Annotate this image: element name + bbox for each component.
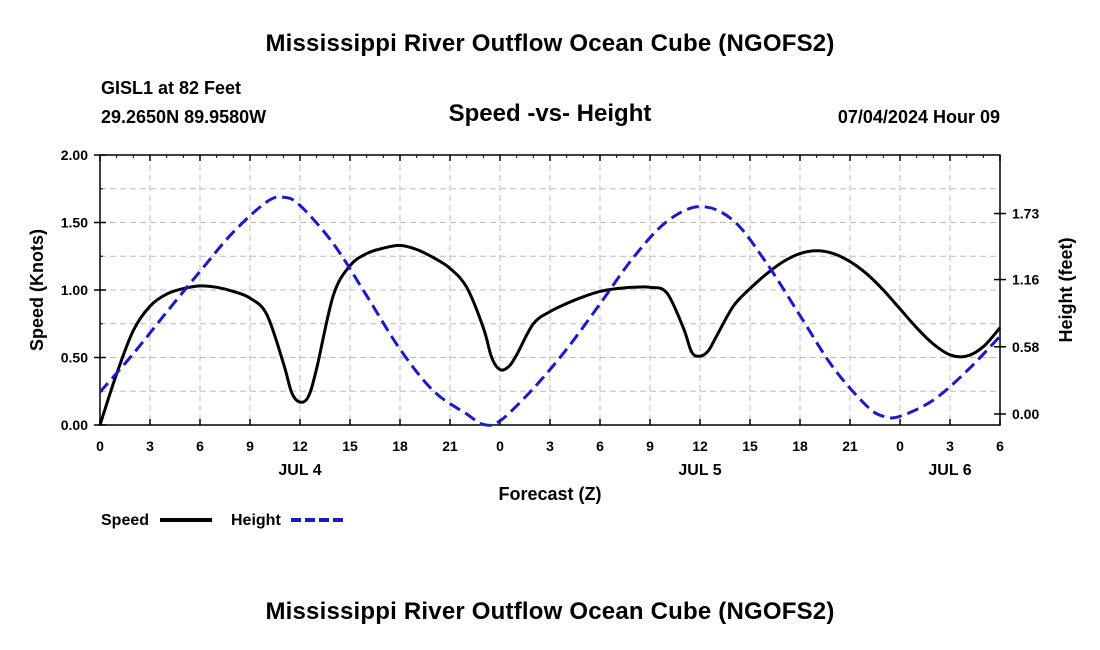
x-tick-label: 3 (546, 438, 554, 454)
date-label: JUL 4 (278, 462, 321, 479)
legend-height-label: Height (231, 512, 281, 529)
x-tick-label: 21 (842, 438, 858, 454)
station-label: GISL1 at 82 Feet (101, 78, 242, 98)
x-tick-label: 12 (292, 438, 308, 454)
x-tick-label: 0 (896, 438, 904, 454)
grid-lines (100, 155, 1000, 425)
x-tick-label: 15 (742, 438, 758, 454)
tick-labels: 0 3 6 9 12 15 18 21 0 3 6 9 12 15 18 21 0 3 6 JUL 4 JUL 5 JUL… (61, 147, 1040, 479)
x-tick-label: 15 (342, 438, 358, 454)
x-tick-label: 21 (442, 438, 458, 454)
x-tick-label: 18 (392, 438, 408, 454)
x-tick-label: 0 (496, 438, 504, 454)
y2-tick-label: 0.58 (1012, 339, 1039, 355)
y-tick-label: 0.50 (61, 350, 88, 366)
x-tick-label: 0 (96, 438, 104, 454)
coordinates-label: 29.2650N 89.9580W (101, 107, 267, 127)
axis-ticks (94, 154, 1006, 426)
y2-tick-label: 1.16 (1012, 272, 1039, 288)
x-tick-label: 3 (946, 438, 954, 454)
legend: Speed Height (101, 512, 343, 529)
y-tick-label: 0.00 (61, 417, 88, 433)
x-tick-label: 12 (692, 438, 708, 454)
legend-speed-label: Speed (101, 512, 149, 529)
footer-title: Mississippi River Outflow Ocean Cube (NG… (265, 598, 835, 625)
y-axis-title: Speed (Knots) (27, 229, 47, 351)
y-tick-label: 1.50 (61, 215, 88, 231)
x-tick-label: 6 (196, 438, 204, 454)
x-tick-label: 6 (996, 438, 1004, 454)
x-tick-label: 9 (246, 438, 254, 454)
main-title: Mississippi River Outflow Ocean Cube (NG… (265, 30, 835, 57)
series-lines (98, 195, 1002, 427)
y-tick-label: 1.00 (61, 282, 88, 298)
speed-series-line (98, 243, 1002, 426)
y2-axis-title: Height (feet) (1056, 238, 1076, 343)
height-series-line (98, 195, 1002, 427)
y2-tick-label: 1.73 (1012, 206, 1039, 222)
x-tick-label: 18 (792, 438, 808, 454)
y-tick-label: 2.00 (61, 147, 88, 163)
y2-tick-label: 0.00 (1012, 406, 1039, 422)
x-axis-title: Forecast (Z) (498, 484, 601, 504)
x-tick-label: 3 (146, 438, 154, 454)
forecast-datetime: 07/04/2024 Hour 09 (837, 107, 1000, 127)
chart-title: Speed -vs- Height (448, 100, 652, 127)
x-tick-label: 9 (646, 438, 654, 454)
x-tick-label: 6 (596, 438, 604, 454)
date-label: JUL 5 (678, 462, 721, 479)
date-label: JUL 6 (928, 462, 971, 479)
